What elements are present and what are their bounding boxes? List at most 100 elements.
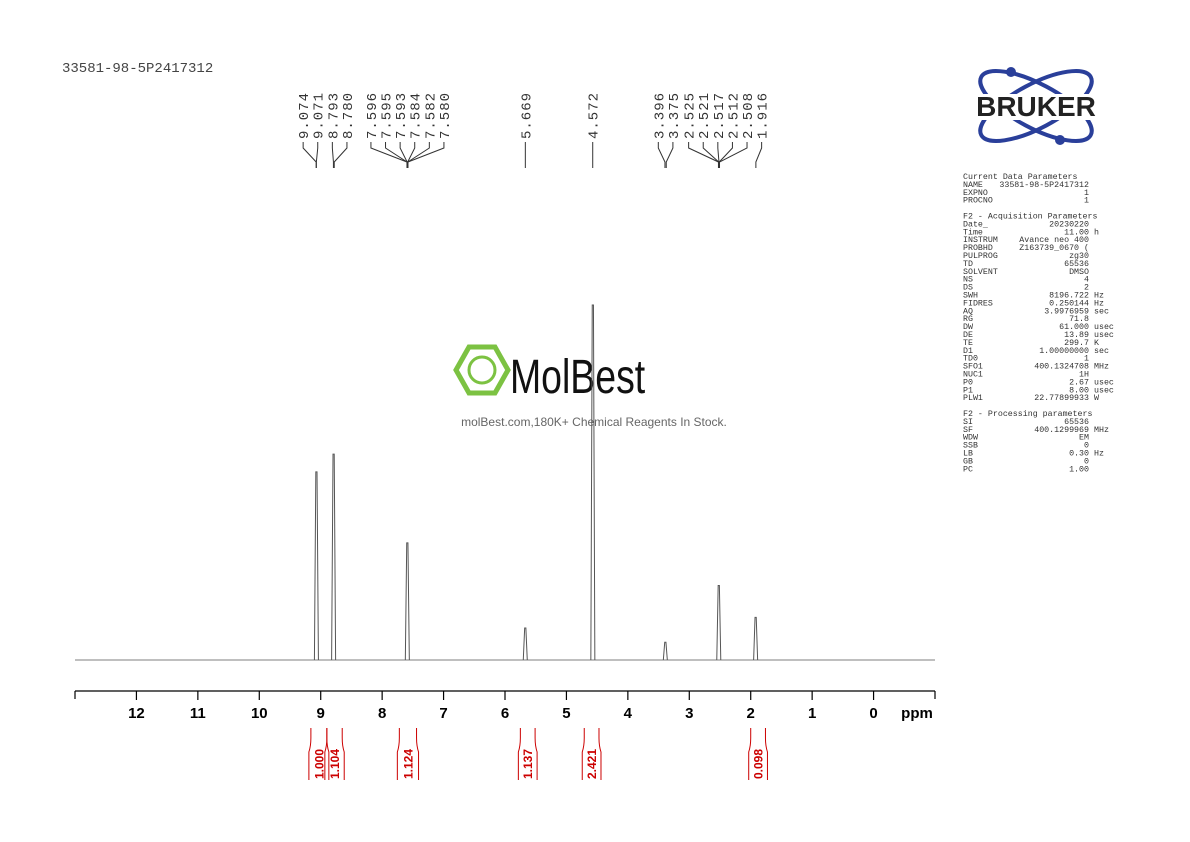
- parameter-unit: Hz: [1094, 299, 1104, 308]
- x-tick-label: 2: [747, 705, 755, 722]
- parameter-value: 22.77899933: [1034, 394, 1089, 403]
- parameter-name: P1: [963, 386, 973, 395]
- parameter-value: 65536: [1064, 418, 1089, 427]
- parameter-name: GB: [963, 457, 973, 466]
- parameter-value: 8196.722: [1049, 292, 1089, 301]
- watermark-brand: MolBest: [510, 351, 645, 405]
- peak-label: 2.525: [683, 92, 699, 139]
- integral-bracket: [517, 728, 538, 780]
- parameter-name: NUC1: [963, 371, 983, 380]
- x-tick-label: 9: [317, 705, 325, 722]
- peak-label-leader: [755, 142, 763, 168]
- parameter-value: 299.7: [1064, 339, 1089, 348]
- peak-label-leader: [407, 142, 416, 168]
- parameter-section-title: F2 - Acquisition Parameters: [963, 212, 1097, 222]
- watermark-icon: [453, 344, 511, 396]
- parameter-name: PROCNO: [963, 197, 993, 206]
- parameter-value: 3.9976959: [1044, 307, 1089, 316]
- parameter-value: 1.00000000: [1039, 347, 1089, 356]
- parameter-value: 400.1299969: [1034, 426, 1089, 435]
- parameter-value: 1H: [1079, 371, 1089, 380]
- x-tick-label: 10: [251, 705, 268, 722]
- parameter-value: 2: [1084, 284, 1089, 293]
- x-tick-label: 7: [439, 705, 447, 722]
- x-tick-label: 8: [378, 705, 386, 722]
- peak-label-leader: [719, 142, 748, 168]
- parameter-value: 0.30: [1069, 450, 1089, 459]
- logo-text: BRUKER: [976, 91, 1096, 122]
- parameter-unit: W: [1094, 394, 1099, 403]
- logo-dot: [1055, 135, 1065, 145]
- parameter-name: SF: [963, 426, 973, 435]
- peak-label: 8.780: [341, 92, 357, 139]
- parameter-value: 33581-98-5P2417312: [999, 181, 1089, 190]
- parameter-unit: MHz: [1094, 363, 1109, 372]
- integral-bracket: [748, 728, 768, 780]
- parameter-unit: Hz: [1094, 450, 1104, 459]
- peak-label: 8.793: [326, 92, 342, 139]
- peak-label-leader: [333, 142, 348, 168]
- peak-label: 2.508: [741, 92, 757, 139]
- parameter-name: FIDRES: [963, 299, 993, 308]
- parameter-unit: sec: [1094, 347, 1109, 356]
- parameter-value: 20230220: [1049, 220, 1089, 229]
- peak-label-leader: [702, 142, 720, 168]
- parameter-section-title: F2 - Processing parameters: [963, 409, 1092, 419]
- peak-label: 3.375: [667, 92, 683, 139]
- parameter-value: EM: [1079, 434, 1089, 443]
- parameter-value: 13.89: [1064, 331, 1089, 340]
- peak: [716, 584, 722, 661]
- parameter-value: 0: [1084, 442, 1089, 451]
- peak-label: 5.669: [519, 92, 535, 139]
- peak-label-leader: [407, 142, 445, 168]
- parameter-name: SSB: [963, 442, 978, 451]
- logo-orbit: [978, 69, 1094, 143]
- peak-label: 2.512: [726, 92, 742, 139]
- parameter-name: PULPROG: [963, 252, 998, 261]
- peak-label: 7.593: [394, 92, 410, 139]
- peak-label-leader: [302, 142, 317, 168]
- parameter-unit: usec: [1094, 378, 1114, 387]
- parameter-value: 1.00: [1069, 465, 1089, 474]
- peak-label-leader: [665, 142, 674, 168]
- peak-label: 2.517: [712, 92, 728, 139]
- parameter-value: 0.250144: [1049, 299, 1089, 308]
- parameter-name: NS: [963, 276, 973, 285]
- peak-label-leader: [370, 142, 408, 168]
- peak-label: 3.396: [652, 92, 668, 139]
- x-tick-label: 12: [128, 705, 145, 722]
- peak: [522, 627, 528, 661]
- parameter-value: 61.000: [1059, 323, 1089, 332]
- parameter-name: DS: [963, 284, 973, 293]
- parameter-unit: Hz: [1094, 292, 1104, 301]
- parameter-value: 1: [1084, 197, 1089, 206]
- integral-bracket: [581, 728, 602, 780]
- peak-label-leader: [331, 142, 334, 168]
- parameter-name: P0: [963, 378, 973, 387]
- integral-bracket: [324, 728, 345, 780]
- parameter-value: DMSO: [1069, 268, 1089, 277]
- watermark-icon: [467, 355, 497, 385]
- peak-label: 7.580: [438, 92, 454, 139]
- parameter-value: zg30: [1069, 252, 1089, 261]
- parameter-name: DW: [963, 323, 973, 332]
- parameter-name: LB: [963, 450, 973, 459]
- peak-label-leader: [315, 142, 319, 168]
- parameter-name: AQ: [963, 307, 973, 316]
- parameter-name: INSTRUM: [963, 236, 998, 245]
- peak: [590, 304, 596, 661]
- parameter-name: RG: [963, 315, 973, 324]
- parameter-name: PROBHD: [963, 244, 993, 253]
- parameter-section-title: Current Data Parameters: [963, 173, 1078, 182]
- parameter-name: PLW1: [963, 394, 983, 403]
- peak-label-leader: [718, 142, 733, 168]
- parameter-name: TD: [963, 260, 973, 269]
- parameter-name: WDW: [963, 434, 978, 443]
- parameter-unit: MHz: [1094, 426, 1109, 435]
- peak-label-leader: [657, 142, 666, 168]
- parameter-value: 4: [1084, 276, 1089, 285]
- parameter-name: TD0: [963, 355, 978, 364]
- parameter-name: PC: [963, 465, 973, 474]
